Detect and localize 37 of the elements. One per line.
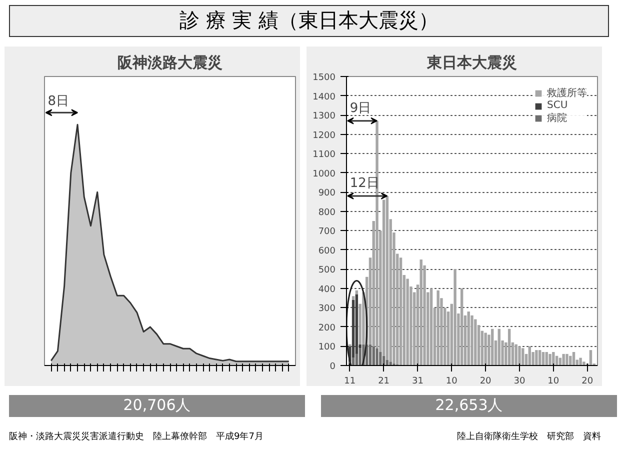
chart-title: 東日本大震災 (426, 54, 517, 72)
chart-title: 阪神淡路大震災 (118, 54, 222, 72)
x-tick-label: 20 (480, 376, 492, 386)
y-tick-label: 700 (318, 227, 336, 238)
x-tick-label: 10 (548, 376, 560, 386)
legend-label: 救護所等 (547, 86, 587, 100)
text: 20,706人 (123, 395, 191, 416)
y-tick-label: 400 (318, 284, 336, 295)
y-tick-label: 600 (318, 246, 336, 256)
y-tick-label: 1400 (312, 92, 336, 102)
x-tick-label: 11 (344, 376, 356, 386)
legend-label: 病院 (547, 112, 567, 125)
y-tick-label: 300 (318, 304, 336, 314)
y-tick-label: 500 (318, 266, 336, 276)
y-tick-label: 1500 (312, 73, 336, 83)
y-tick-label: 800 (318, 208, 336, 218)
x-tick-label: 21 (378, 376, 390, 386)
text: 診 療 実 績（東日本大震災） (179, 7, 439, 34)
x-tick-label: 10 (446, 376, 458, 386)
text: 22,653人 (435, 395, 503, 416)
text: 8日 (48, 94, 70, 110)
annotation: 12日 (350, 176, 380, 192)
x-tick-label: 30 (514, 376, 526, 386)
y-tick-label: 200 (318, 323, 336, 334)
x-tick-label: 20 (582, 376, 594, 386)
y-tick-label: 100 (318, 342, 336, 353)
text: 阪神・淡路大震災災害派遣行動史 陸上幕僚幹部 平成9年7月 (9, 431, 264, 444)
text: 陸上自衛隊衛生学校 研究部 資料 (457, 431, 601, 444)
x-tick-label: 31 (412, 376, 424, 386)
y-tick-label: 1100 (312, 150, 336, 160)
y-tick-label: 1000 (312, 169, 336, 180)
y-tick-label: 0 (330, 362, 336, 372)
annotation: 9日 (350, 100, 372, 116)
y-tick-label: 1200 (312, 130, 336, 141)
legend-label: SCU (547, 100, 568, 111)
y-tick-label: 900 (318, 188, 336, 199)
y-tick-label: 1300 (312, 112, 336, 122)
